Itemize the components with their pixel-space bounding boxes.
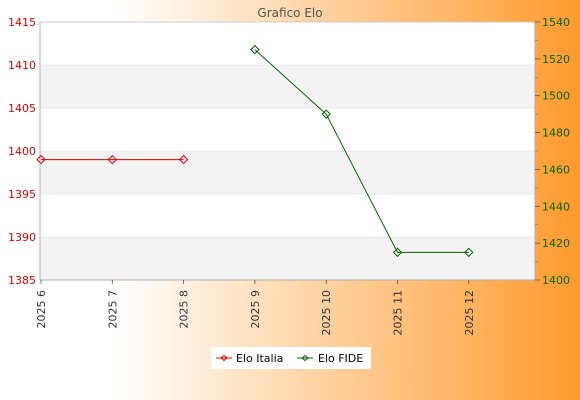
left-tick-label: 1390 xyxy=(8,231,36,244)
data-point-elo-fide xyxy=(464,247,474,258)
right-tick-label: 1540 xyxy=(542,16,570,29)
data-point-elo-fide xyxy=(321,109,331,119)
data-point-elo-italia xyxy=(107,154,118,165)
plot-band xyxy=(40,237,535,280)
x-tick-label: 2025 12 xyxy=(463,290,476,336)
x-tick-label: 2025 10 xyxy=(320,290,333,336)
data-point-elo-fide xyxy=(250,44,260,55)
right-tick-label: 1520 xyxy=(542,53,570,66)
chart-title: Grafico Elo xyxy=(257,6,322,20)
left-tick-label: 1385 xyxy=(8,274,36,287)
left-tick-label: 1395 xyxy=(8,188,36,201)
right-tick-label: 1420 xyxy=(542,237,570,250)
x-tick-label: 2025 8 xyxy=(178,290,191,329)
data-point-elo-fide xyxy=(392,247,403,258)
right-tick-label: 1440 xyxy=(542,200,570,213)
legend-box xyxy=(211,347,371,369)
legend-label-elo-fide: Elo FIDE xyxy=(318,352,363,365)
left-tick-label: 1410 xyxy=(8,59,36,72)
plot-band xyxy=(40,151,535,194)
left-tick-label: 1405 xyxy=(8,102,36,115)
x-tick-label: 2025 6 xyxy=(35,290,48,329)
plot-band xyxy=(40,108,535,151)
legend-label-elo-italia: Elo Italia xyxy=(236,352,283,365)
left-tick-label: 1400 xyxy=(8,145,36,158)
data-point-elo-italia xyxy=(178,154,189,165)
right-tick-label: 1480 xyxy=(542,127,570,140)
data-point-elo-italia xyxy=(36,154,46,165)
right-tick-label: 1400 xyxy=(542,274,570,287)
plot-band xyxy=(40,194,535,237)
plot-band xyxy=(40,65,535,108)
series-line-elo-fide xyxy=(254,49,469,253)
legend-marker-elo-italia xyxy=(220,354,228,362)
x-tick-label: 2025 11 xyxy=(392,290,405,336)
right-tick-label: 1500 xyxy=(542,90,570,103)
left-tick-label: 1415 xyxy=(8,16,36,29)
legend: Elo Italia Elo FIDE xyxy=(211,347,371,369)
right-tick-label: 1460 xyxy=(542,163,570,176)
x-tick-label: 2025 9 xyxy=(249,290,262,329)
x-tick-label: 2025 7 xyxy=(106,290,119,329)
legend-marker-elo-fide xyxy=(301,354,309,362)
plot-band xyxy=(40,22,535,65)
